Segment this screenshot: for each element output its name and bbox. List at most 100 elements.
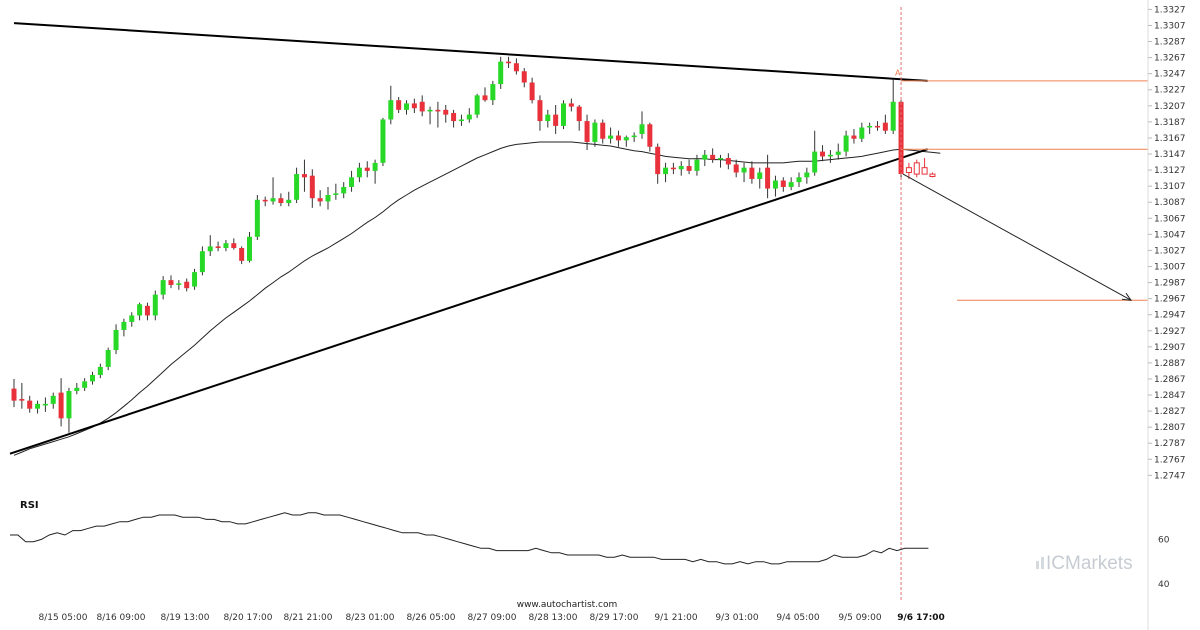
candle-body [851, 135, 857, 139]
candle-body [913, 162, 920, 175]
projection-arrow [902, 173, 1132, 301]
candle-body [317, 198, 323, 202]
candle-body [411, 103, 417, 109]
candle-body [419, 101, 425, 112]
candle-body [537, 100, 543, 122]
candle-body [718, 158, 723, 160]
candle-body [396, 100, 402, 110]
y-tick-label: 1.2847 [1154, 391, 1186, 401]
candle-body [113, 329, 119, 351]
y-tick-label: 1.3227 [1154, 86, 1186, 96]
candle-body [757, 172, 763, 179]
candle-body [466, 114, 472, 120]
candle-body [356, 167, 362, 178]
x-tick-label: 8/15 05:00 [38, 613, 87, 623]
candle-body [882, 122, 888, 131]
candle-body [215, 246, 221, 249]
candle-body [207, 246, 213, 252]
candle-body [725, 158, 731, 165]
candle-body [545, 114, 551, 122]
candle-body [749, 167, 755, 179]
y-tick-label: 1.2747 [1154, 471, 1186, 481]
brand-logo: ICMarkets [1036, 553, 1133, 574]
rsi-line [10, 512, 929, 565]
candle-body [474, 95, 480, 115]
candlesticks [11, 56, 936, 433]
candle-body [780, 180, 786, 187]
candle-body [827, 154, 833, 157]
candle-body [639, 124, 645, 134]
candle-body [921, 167, 928, 175]
x-tick-label: 9/6 17:00 [897, 613, 945, 623]
candle-body [796, 177, 802, 183]
levels: A [895, 7, 1148, 600]
candle-body [121, 321, 127, 330]
y-tick-label: 1.2947 [1154, 311, 1186, 321]
candle-body [254, 199, 260, 237]
candle-body [678, 166, 684, 170]
candle-body [144, 305, 150, 316]
x-tick-label: 8/21 21:00 [283, 613, 332, 623]
candle-body [812, 151, 818, 173]
pattern-marker: A [895, 68, 901, 77]
y-tick-label: 1.3047 [1154, 230, 1186, 240]
credit-text: www.autochartist.com [517, 600, 618, 610]
candle-body [615, 135, 621, 141]
x-tick-label: 8/28 13:00 [528, 613, 577, 623]
candle-body [137, 304, 143, 316]
x-tick-label: 9/4 05:00 [776, 613, 820, 623]
candle-body [820, 151, 826, 157]
candle-body [427, 109, 433, 112]
candle-body [663, 167, 669, 175]
candle-body [239, 248, 245, 261]
candle-body [647, 124, 653, 147]
candle-body [482, 95, 488, 101]
candle-body [176, 283, 182, 285]
y-tick-label: 1.3307 [1154, 21, 1186, 31]
y-tick-label: 1.3247 [1154, 70, 1186, 80]
moving-average [13, 141, 941, 456]
candle-body [309, 175, 315, 199]
candle-body [349, 177, 355, 187]
candle-body [341, 186, 347, 194]
y-tick-label: 1.3267 [1154, 54, 1186, 64]
candle-body [702, 154, 708, 160]
x-tick-label: 8/29 17:00 [589, 613, 638, 623]
candle-body [270, 198, 276, 202]
candle-body [835, 151, 841, 155]
support-line [9, 148, 928, 455]
candle-body [655, 146, 661, 175]
candle-body [929, 173, 936, 178]
candle-body [553, 114, 559, 126]
candle-body [592, 122, 598, 142]
y-tick-label: 1.2827 [1154, 407, 1186, 417]
x-tick-label: 9/1 21:00 [654, 613, 698, 623]
candle-body [498, 61, 504, 85]
candle-body [231, 243, 237, 249]
x-tick-label: 8/16 09:00 [96, 613, 145, 623]
candle-body [380, 119, 386, 163]
candle-body [859, 127, 865, 139]
y-tick-label: 1.3087 [1154, 198, 1186, 208]
rsi-tick-label: 40 [1158, 580, 1170, 590]
candle-body [788, 182, 794, 187]
y-tick-label: 1.3187 [1154, 118, 1186, 128]
candle-body [325, 194, 331, 202]
candle-body [35, 403, 41, 409]
candle-body [631, 135, 637, 138]
brand-logo-bar-2 [1041, 557, 1044, 569]
candle-body [105, 350, 111, 367]
candle-body [223, 243, 229, 249]
candle-body [765, 167, 771, 189]
candle-body [199, 251, 205, 273]
candle-body [576, 106, 582, 122]
rsi-label: RSI [20, 500, 39, 511]
candle-body [286, 199, 292, 204]
y-tick-label: 1.3167 [1154, 134, 1186, 144]
candle-body [301, 174, 307, 178]
rsi-tick-label: 60 [1158, 535, 1170, 545]
candle-body [364, 167, 370, 171]
y-tick-label: 1.2787 [1154, 439, 1186, 449]
rsi-panel: RSI 60 40 [10, 500, 1170, 590]
candle-body [152, 294, 158, 316]
